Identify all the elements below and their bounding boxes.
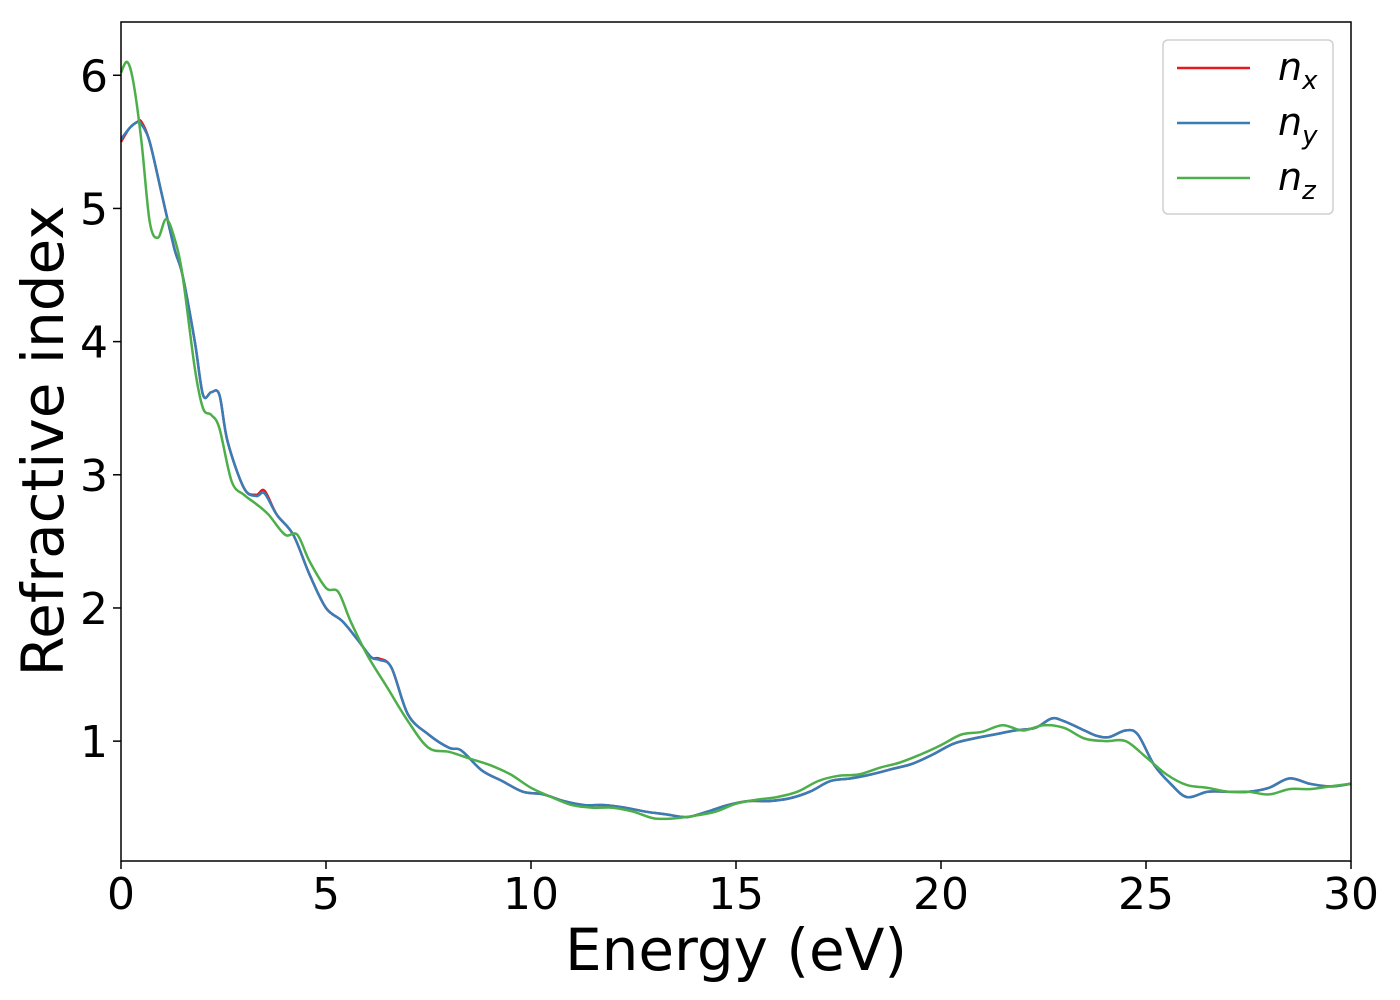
x-tick-label: 30 — [1323, 869, 1379, 920]
legend-label-nx: nx — [1278, 45, 1318, 96]
x-tick-label: 10 — [503, 869, 559, 920]
legend-box — [1162, 39, 1334, 215]
legend-label-ny: ny — [1278, 100, 1318, 151]
series-line-nx — [119, 118, 1352, 819]
y-tick-label: 6 — [80, 51, 108, 102]
x-tick-label: 15 — [708, 869, 764, 920]
x-tick-label: 25 — [1118, 869, 1174, 920]
series-line-nz — [119, 60, 1352, 821]
legend-label-nz: nz — [1278, 155, 1317, 206]
y-tick-label: 4 — [80, 318, 108, 369]
y-tick-label: 1 — [80, 717, 108, 768]
series-line-ny — [120, 120, 1352, 819]
y-tick-label: 5 — [80, 184, 108, 235]
y-axis-label: Refractive index — [9, 205, 77, 676]
x-axis: 0 5 10 15 20 25 30 — [107, 861, 1379, 920]
y-tick-label: 2 — [80, 584, 108, 635]
plot-area — [119, 60, 1352, 821]
x-axis-label: Energy (eV) — [565, 916, 907, 984]
x-tick-label: 20 — [913, 869, 969, 920]
y-axis: 1 2 3 4 5 6 — [80, 51, 121, 768]
x-tick-label: 5 — [312, 869, 340, 920]
y-tick-label: 3 — [80, 451, 108, 502]
x-tick-label: 0 — [107, 869, 135, 920]
